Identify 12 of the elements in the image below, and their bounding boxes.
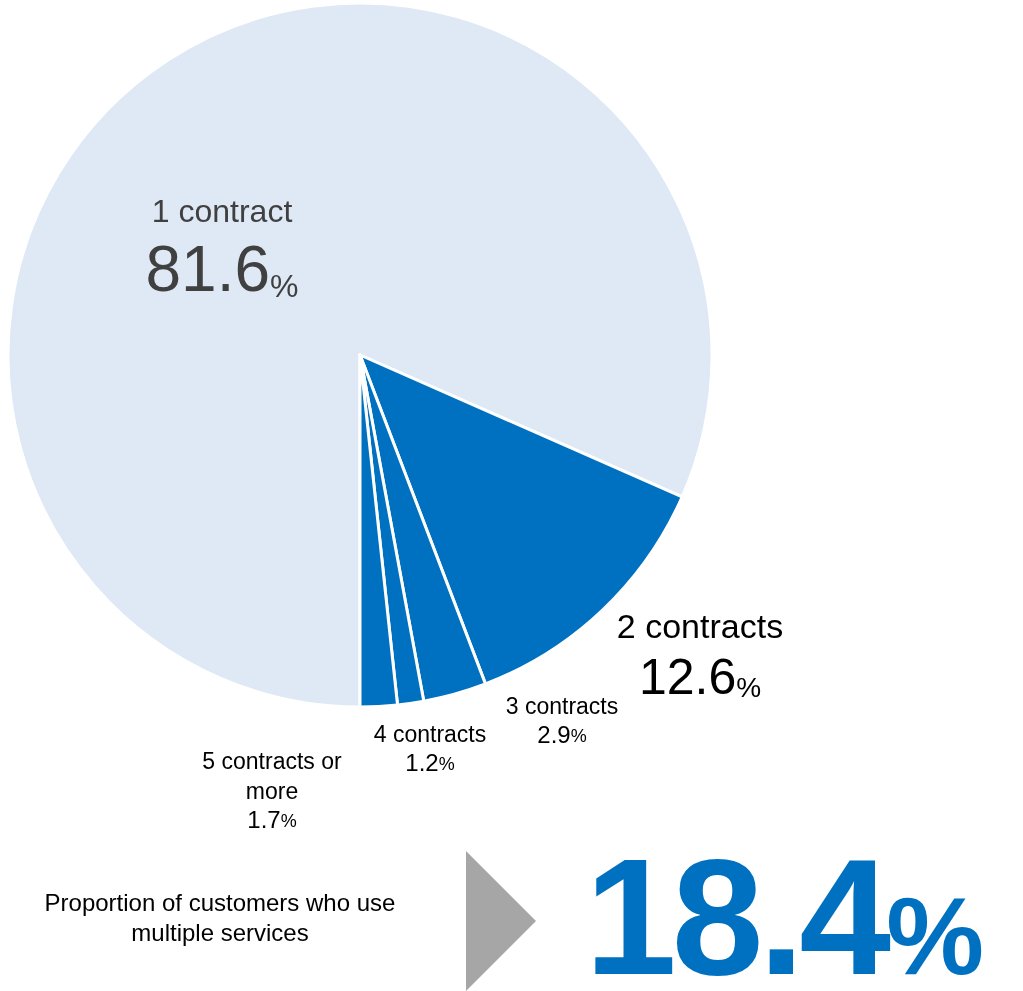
data-label: 1.2%: [405, 749, 455, 777]
slice-label: 3 contracts: [505, 693, 619, 720]
data-label: 81.6%: [145, 232, 299, 305]
slice-label: 1 contract: [151, 193, 293, 230]
data-label: 1.7%: [247, 806, 297, 834]
slice-label: 4 contracts: [373, 721, 487, 748]
slice-label: 2 contracts: [616, 607, 784, 646]
data-label: 2.9%: [537, 721, 587, 749]
text: 18.4%: [585, 825, 979, 991]
data-label: 12.6%: [638, 649, 762, 706]
text: Proportion of customers who use multiple services: [43, 888, 397, 948]
slice-label: 5 contracts or more: [202, 748, 343, 805]
